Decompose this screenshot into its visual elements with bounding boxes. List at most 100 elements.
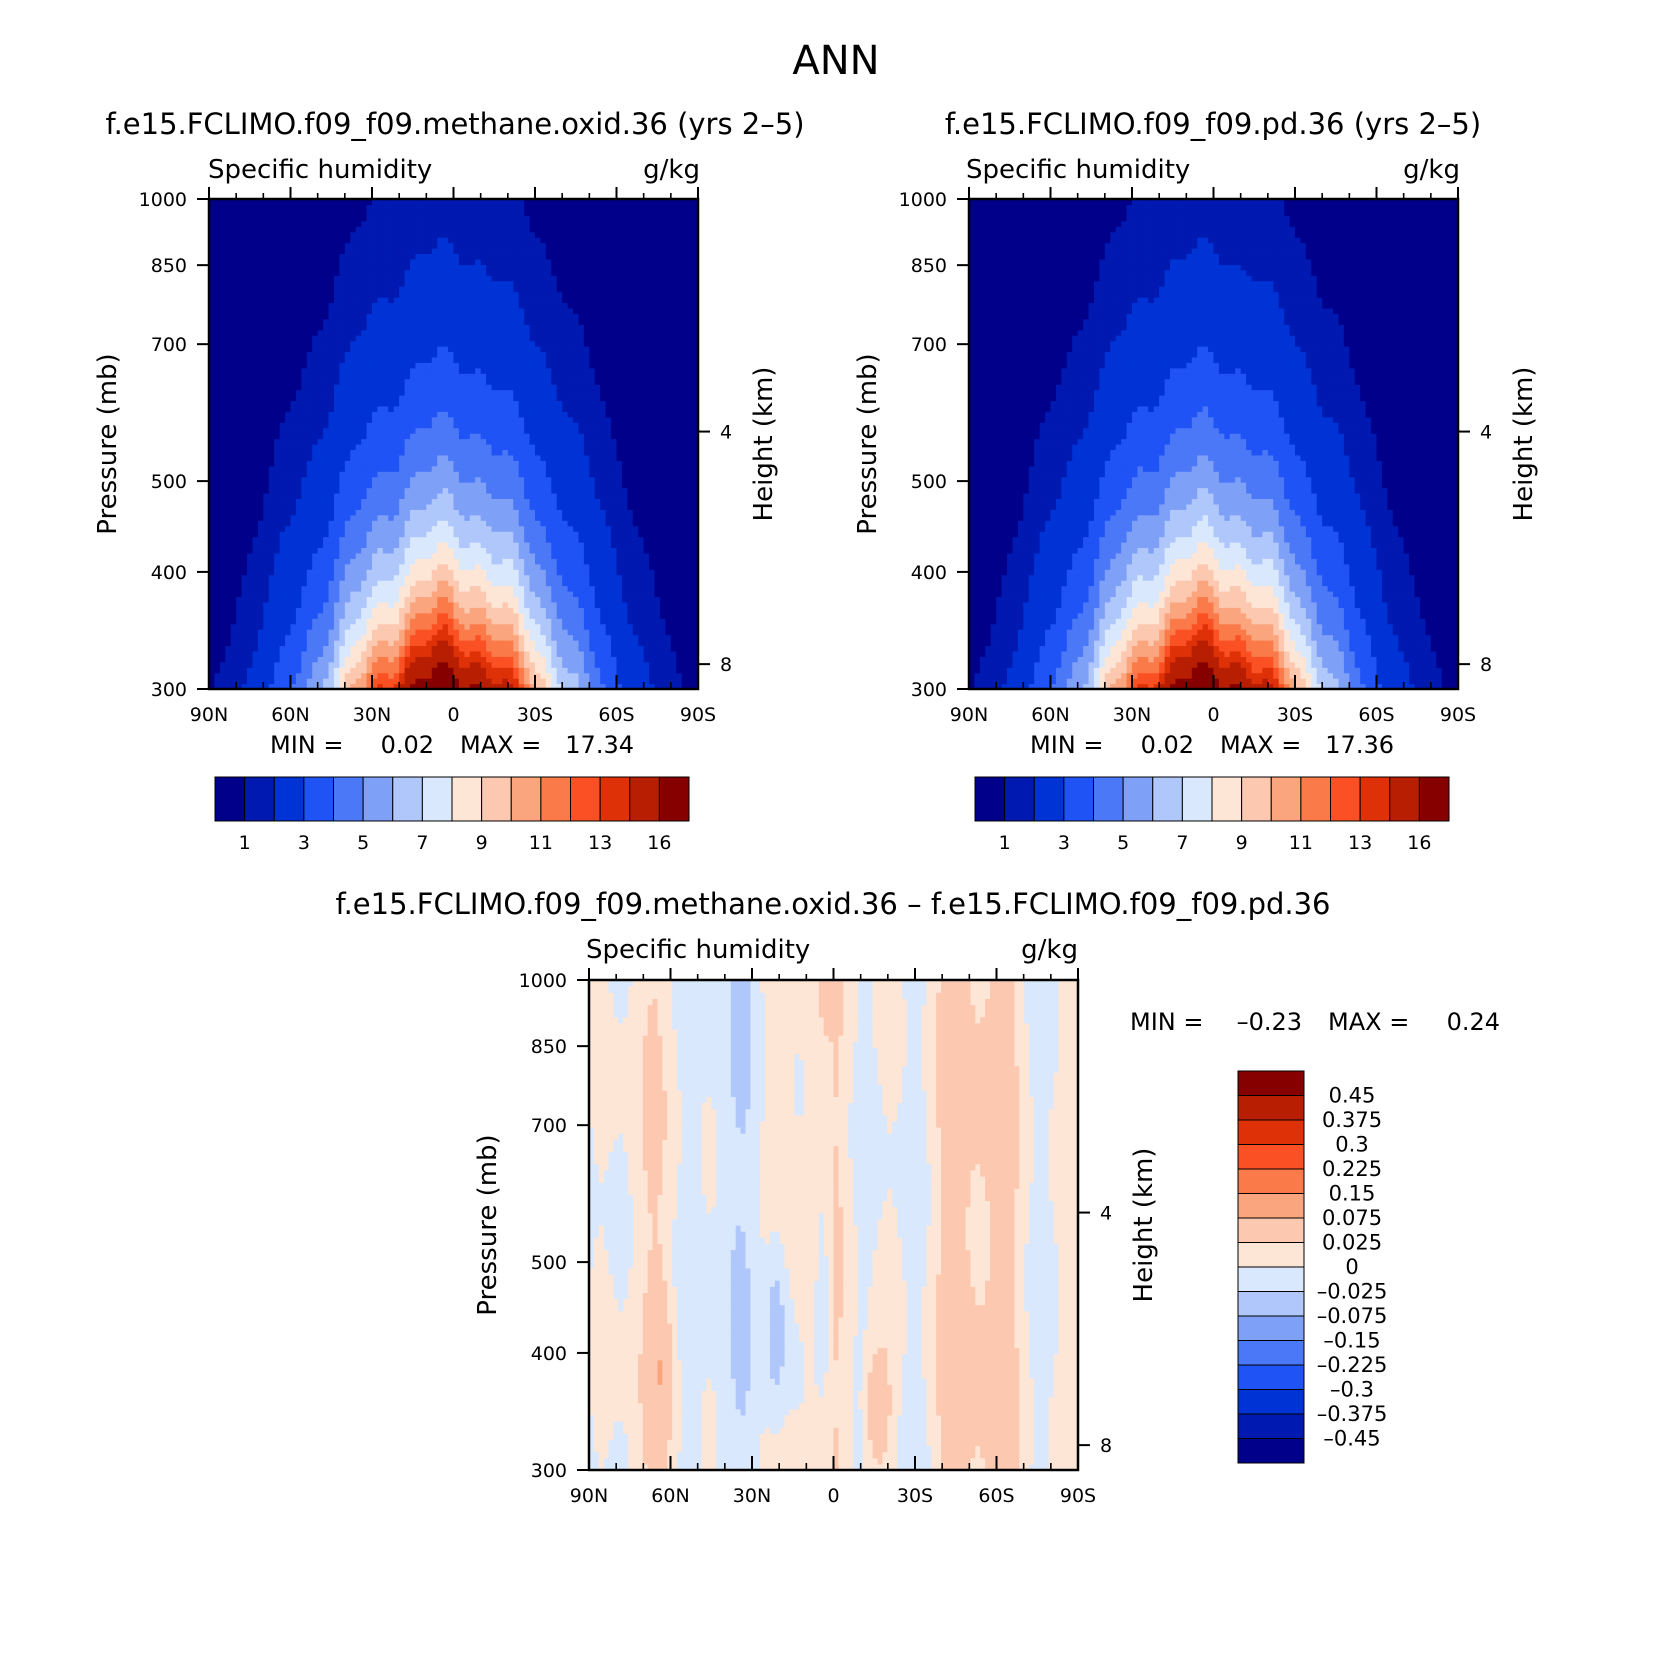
field-cell bbox=[236, 623, 243, 630]
field-cell bbox=[317, 422, 324, 429]
field-cell bbox=[437, 220, 444, 227]
field-cell bbox=[491, 640, 498, 647]
field-cell bbox=[306, 525, 313, 532]
field-cell bbox=[268, 601, 275, 608]
field-cell bbox=[464, 667, 471, 674]
field-cell bbox=[290, 656, 297, 663]
field-cell bbox=[420, 656, 427, 663]
field-cell bbox=[366, 269, 373, 276]
field-cell bbox=[355, 509, 362, 516]
field-cell bbox=[312, 351, 319, 358]
field-cell bbox=[502, 574, 509, 581]
field-cell bbox=[377, 667, 384, 674]
field-cell bbox=[404, 199, 411, 206]
field-cell bbox=[339, 302, 346, 309]
field-cell bbox=[475, 596, 482, 603]
field-cell bbox=[388, 585, 395, 592]
field-cell bbox=[339, 656, 346, 663]
field-cell bbox=[475, 569, 482, 576]
field-cell bbox=[301, 411, 308, 418]
field-cell bbox=[453, 509, 460, 516]
field-cell bbox=[306, 563, 313, 570]
field-cell bbox=[344, 471, 351, 478]
field-cell bbox=[382, 623, 389, 630]
field-cell bbox=[355, 286, 362, 293]
field-cell bbox=[225, 422, 232, 429]
field-cell bbox=[301, 405, 308, 412]
field-cell bbox=[486, 395, 493, 402]
field-cell bbox=[295, 264, 302, 271]
field-cell bbox=[491, 329, 498, 336]
field-cell bbox=[410, 329, 417, 336]
field-cell bbox=[469, 574, 476, 581]
field-cell bbox=[404, 313, 411, 320]
field-cell bbox=[458, 678, 465, 685]
field-cell bbox=[366, 324, 373, 331]
field-cell bbox=[225, 346, 232, 353]
field-cell bbox=[312, 580, 319, 587]
field-cell bbox=[350, 204, 357, 211]
field-cell bbox=[453, 493, 460, 500]
field-cell bbox=[290, 237, 297, 244]
field-cell bbox=[415, 623, 422, 630]
field-cell bbox=[209, 607, 216, 614]
field-cell bbox=[290, 275, 297, 282]
field-cell bbox=[236, 405, 243, 412]
field-cell bbox=[453, 514, 460, 521]
field-cell bbox=[464, 520, 471, 527]
field-cell bbox=[377, 199, 384, 206]
field-cell bbox=[372, 482, 379, 489]
field-cell bbox=[328, 302, 335, 309]
field-cell bbox=[230, 672, 237, 679]
field-cell bbox=[257, 640, 264, 647]
field-cell bbox=[274, 596, 281, 603]
field-cell bbox=[290, 416, 297, 423]
field-cell bbox=[399, 454, 406, 461]
field-cell bbox=[399, 427, 406, 434]
field-cell bbox=[295, 525, 302, 532]
field-cell bbox=[448, 623, 455, 630]
field-cell bbox=[382, 253, 389, 260]
field-cell bbox=[290, 449, 297, 456]
field-cell bbox=[214, 215, 221, 222]
field-cell bbox=[502, 656, 509, 663]
field-cell bbox=[263, 482, 270, 489]
field-cell bbox=[317, 335, 324, 342]
field-cell bbox=[295, 482, 302, 489]
field-cell bbox=[328, 351, 335, 358]
field-cell bbox=[285, 558, 292, 565]
field-cell bbox=[333, 286, 340, 293]
field-cell bbox=[410, 542, 417, 549]
field-cell bbox=[323, 204, 330, 211]
field-cell bbox=[333, 280, 340, 287]
field-cell bbox=[404, 373, 411, 380]
field-cell bbox=[285, 329, 292, 336]
field-cell bbox=[491, 297, 498, 304]
field-cell bbox=[323, 645, 330, 652]
field-cell bbox=[306, 340, 313, 347]
field-cell bbox=[252, 237, 259, 244]
field-cell bbox=[285, 661, 292, 668]
field-cell bbox=[361, 623, 368, 630]
field-cell bbox=[431, 356, 438, 363]
field-cell bbox=[247, 231, 254, 238]
field-cell bbox=[236, 427, 243, 434]
field-cell bbox=[241, 574, 248, 581]
field-cell bbox=[388, 525, 395, 532]
field-cell bbox=[252, 487, 259, 494]
field-cell bbox=[323, 427, 330, 434]
field-cell bbox=[415, 498, 422, 505]
field-cell bbox=[328, 542, 335, 549]
field-cell bbox=[448, 253, 455, 260]
field-cell bbox=[301, 400, 308, 407]
field-cell bbox=[241, 514, 248, 521]
field-cell bbox=[355, 433, 362, 440]
field-cell bbox=[388, 650, 395, 657]
field-cell bbox=[410, 373, 417, 380]
field-cell bbox=[437, 618, 444, 625]
field-cell bbox=[236, 362, 243, 369]
field-cell bbox=[388, 307, 395, 314]
field-cell bbox=[507, 596, 514, 603]
field-cell bbox=[426, 542, 433, 549]
field-cell bbox=[502, 313, 509, 320]
